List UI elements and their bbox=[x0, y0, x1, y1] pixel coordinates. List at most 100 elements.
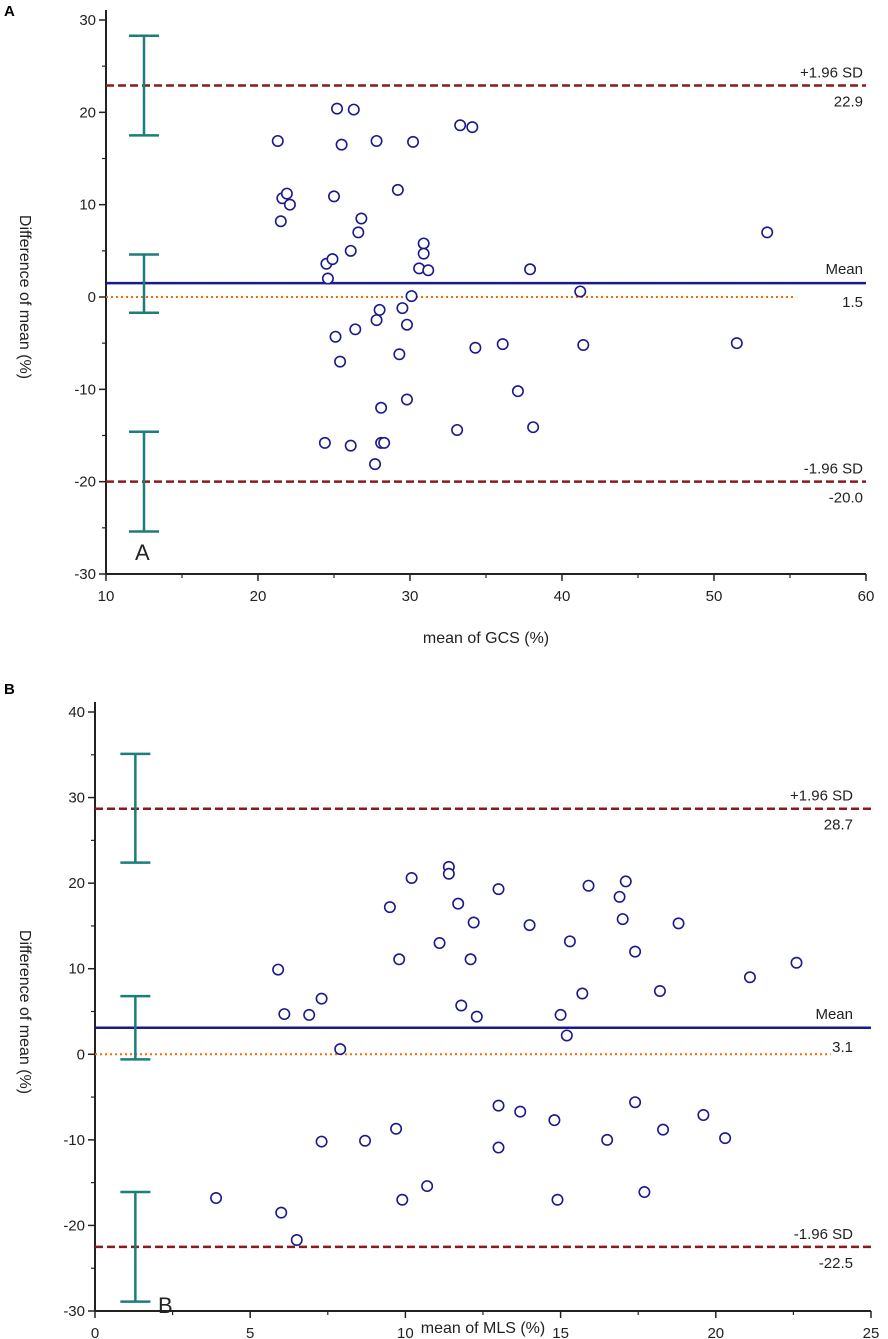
panel-b: B -30 -20 -10 0 10 20 30 40 0 5 10 15 20 25 mean of MLS… bbox=[4, 681, 879, 1339]
y-tick-label: -10 bbox=[63, 1132, 85, 1149]
error-bar bbox=[120, 1190, 151, 1303]
data-point bbox=[466, 121, 479, 134]
data-point bbox=[417, 237, 430, 250]
data-point bbox=[496, 338, 509, 351]
data-point bbox=[514, 1105, 527, 1118]
data-point bbox=[560, 1029, 573, 1042]
data-point bbox=[761, 226, 774, 239]
data-point bbox=[370, 134, 383, 147]
y-tick-label: -20 bbox=[63, 1217, 85, 1234]
data-point bbox=[283, 198, 296, 211]
data-point bbox=[442, 867, 455, 880]
data-point bbox=[383, 901, 396, 914]
data-point bbox=[331, 102, 344, 115]
x-tick-label: 0 bbox=[91, 1325, 99, 1339]
error-bar bbox=[129, 253, 159, 314]
data-point bbox=[672, 917, 685, 930]
data-point bbox=[601, 1133, 614, 1146]
y-axis-title: Difference of mean (%) bbox=[16, 215, 33, 379]
data-point bbox=[743, 971, 756, 984]
y-tick-label: 30 bbox=[68, 790, 85, 807]
x-tick-label: 10 bbox=[98, 588, 115, 605]
data-point bbox=[378, 436, 391, 449]
data-point bbox=[373, 303, 386, 316]
y-tick-label: -20 bbox=[74, 474, 96, 491]
y-tick-label: -10 bbox=[74, 381, 96, 398]
error-bar bbox=[129, 34, 159, 137]
y-axis-title: Difference of mean (%) bbox=[16, 930, 33, 1094]
x-tick-label: 25 bbox=[863, 1325, 880, 1339]
y-tick-label: -30 bbox=[74, 566, 96, 583]
data-point bbox=[318, 436, 331, 449]
x-axis-title: mean of GCS (%) bbox=[423, 630, 549, 647]
data-point bbox=[554, 1008, 567, 1021]
x-tick-label: 30 bbox=[402, 588, 419, 605]
data-point bbox=[344, 439, 357, 452]
data-point bbox=[370, 314, 383, 327]
data-point bbox=[391, 183, 404, 196]
upper-limit-value: 28.7 bbox=[824, 817, 853, 834]
x-tick-label: 10 bbox=[397, 1325, 414, 1339]
data-point bbox=[697, 1109, 710, 1122]
error-bar bbox=[129, 430, 159, 533]
data-point bbox=[393, 348, 406, 361]
data-point bbox=[344, 244, 357, 257]
data-point bbox=[315, 1135, 328, 1148]
y-tick-label: 40 bbox=[68, 704, 85, 721]
x-tick-label: 5 bbox=[246, 1325, 254, 1339]
mean-label: Mean bbox=[815, 1006, 853, 1023]
data-point bbox=[551, 1193, 564, 1206]
x-tick-label: 15 bbox=[552, 1325, 569, 1339]
data-point bbox=[369, 458, 382, 471]
data-point bbox=[375, 401, 388, 414]
panel-label: A bbox=[4, 3, 15, 20]
lower-limit-value: -20.0 bbox=[829, 490, 863, 507]
data-point bbox=[638, 1186, 651, 1199]
x-tick-label: 20 bbox=[250, 588, 267, 605]
data-point bbox=[657, 1123, 670, 1136]
data-point bbox=[400, 393, 413, 406]
x-tick-label: 40 bbox=[554, 588, 571, 605]
data-point bbox=[433, 937, 446, 950]
data-point bbox=[396, 1193, 409, 1206]
data-point bbox=[548, 1114, 561, 1127]
data-point bbox=[576, 987, 589, 1000]
lower-limit-value: -22.5 bbox=[819, 1255, 853, 1272]
error-bar bbox=[120, 752, 151, 864]
y-tick-label: 30 bbox=[79, 12, 96, 29]
lower-limit-label: -1.96 SD bbox=[804, 461, 863, 478]
x-tick-label: 50 bbox=[706, 588, 723, 605]
data-point bbox=[303, 1008, 316, 1021]
data-point bbox=[582, 879, 595, 892]
data-point bbox=[327, 190, 340, 203]
lower-limit-label: -1.96 SD bbox=[794, 1226, 853, 1243]
y-tick-label: -30 bbox=[63, 1303, 85, 1320]
data-point bbox=[616, 913, 629, 926]
data-point bbox=[290, 1233, 303, 1246]
y-tick-label: 0 bbox=[88, 289, 96, 306]
data-point bbox=[315, 992, 328, 1005]
data-point bbox=[271, 134, 284, 147]
panel-a: A -30 -20 -10 0 10 20 30 10 20 30 40 50 60 mean of GCS… bbox=[4, 3, 874, 647]
data-point bbox=[400, 318, 413, 331]
data-point bbox=[524, 263, 537, 276]
data-point bbox=[321, 272, 334, 285]
data-point bbox=[352, 226, 365, 239]
mean-label: Mean bbox=[825, 261, 863, 278]
data-point bbox=[393, 953, 406, 966]
data-point bbox=[492, 1141, 505, 1154]
data-point bbox=[464, 953, 477, 966]
data-point bbox=[452, 897, 465, 910]
data-point bbox=[470, 1010, 483, 1023]
mean-value: 3.1 bbox=[832, 1039, 853, 1056]
data-point bbox=[574, 285, 587, 298]
y-tick-label: 20 bbox=[68, 875, 85, 892]
upper-limit-label: +1.96 SD bbox=[800, 65, 863, 82]
data-point bbox=[719, 1132, 732, 1145]
data-point bbox=[272, 963, 285, 976]
data-point bbox=[492, 883, 505, 896]
data-point bbox=[563, 935, 576, 948]
data-point bbox=[653, 984, 666, 997]
data-point bbox=[417, 247, 430, 260]
data-point bbox=[629, 1096, 642, 1109]
